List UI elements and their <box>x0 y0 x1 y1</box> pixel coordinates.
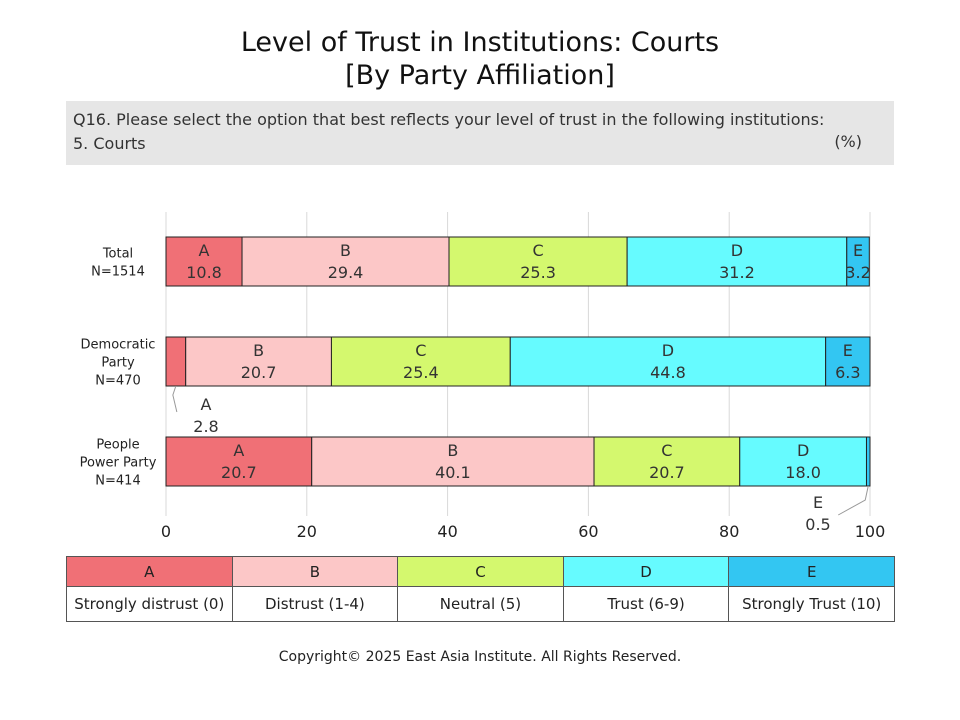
segment-key-label: E <box>813 493 823 512</box>
segment-key-label: B <box>340 241 351 260</box>
legend-key-c: C <box>397 556 564 587</box>
bar-segment <box>241 236 450 287</box>
category-label: Power Party <box>80 456 157 471</box>
category-label: N=470 <box>95 374 140 389</box>
segment-value-label: 3.2 <box>845 263 870 282</box>
leader-line <box>172 385 178 413</box>
bar-segment <box>330 336 511 387</box>
segment-key-label: C <box>415 341 426 360</box>
category-label: Total <box>102 247 133 262</box>
segment-value-label: 20.7 <box>649 463 685 482</box>
segment-value-label: 20.7 <box>241 363 277 382</box>
segment-value-label: 18.0 <box>785 463 821 482</box>
segment-key-label: D <box>797 441 809 460</box>
segment-value-label: 2.8 <box>193 417 218 436</box>
copyright-notice: Copyright© 2025 East Asia Institute. All… <box>278 649 682 665</box>
bar-segment <box>509 336 827 387</box>
bar-segment <box>165 336 187 387</box>
segment-value-label: 6.3 <box>835 363 860 382</box>
question-text: Q16. Please select the option that best … <box>73 110 825 129</box>
segment-value-label: 25.3 <box>520 263 556 282</box>
legend-desc-a: Strongly distrust (0) <box>66 586 233 622</box>
segment-key-label: D <box>731 241 743 260</box>
segment-key-label: E <box>853 241 863 260</box>
bar-segment <box>739 436 867 487</box>
segment-value-label: 25.4 <box>403 363 439 382</box>
segment-value-label: 0.5 <box>805 515 830 534</box>
segment-value-label: 10.8 <box>186 263 222 282</box>
category-label: People <box>96 438 139 453</box>
segment-key-label: A <box>201 395 212 414</box>
segment-value-label: 44.8 <box>650 363 686 382</box>
category-label: Party <box>101 356 135 371</box>
segment-key-label: D <box>662 341 674 360</box>
legend-key-e: E <box>728 556 895 587</box>
x-tick-label: 20 <box>297 522 317 541</box>
segment-key-label: A <box>233 441 244 460</box>
bar-segment <box>593 436 741 487</box>
bar-segment <box>448 236 628 287</box>
unit-label: (%) <box>834 132 862 151</box>
segment-key-label: E <box>843 341 853 360</box>
question-box: Q16. Please select the option that best … <box>66 101 894 165</box>
x-tick-label: 60 <box>578 522 598 541</box>
bar-segment <box>165 236 243 287</box>
category-label: Democratic <box>81 338 156 353</box>
bar-segment <box>846 236 870 287</box>
legend-desc-e: Strongly Trust (10) <box>728 586 895 622</box>
legend-desc-d: Trust (6-9) <box>562 586 730 622</box>
segment-key-label: B <box>447 441 458 460</box>
legend-desc-b: Distrust (1-4) <box>231 586 399 622</box>
segment-value-label: 20.7 <box>221 463 257 482</box>
category-label: N=414 <box>95 474 140 489</box>
stacked-bar-chart: 0 20 40 60 80 100 Total N=1514 Democratic Party N=… <box>80 212 886 541</box>
bar-segment <box>185 336 332 387</box>
segment-value-label: 29.4 <box>328 263 364 282</box>
segment-key-label: B <box>253 341 264 360</box>
segment-key-label: A <box>199 241 210 260</box>
question-item: 5. Courts <box>73 134 146 153</box>
category-label: N=1514 <box>91 265 145 280</box>
x-tick-label: 80 <box>719 522 739 541</box>
legend-key-a: A <box>66 556 233 587</box>
x-tick-label: 100 <box>855 522 886 541</box>
bar-segment <box>825 336 871 387</box>
segment-key-label: C <box>532 241 543 260</box>
legend-key-d: D <box>562 556 730 587</box>
bar-segment <box>165 436 313 487</box>
x-tick-label: 40 <box>437 522 457 541</box>
legend-table: A B C D E Strongly distrust (0) Distrust… <box>66 556 895 622</box>
chart-title-line2: [By Party Affiliation] <box>345 60 615 91</box>
segment-value-label: 40.1 <box>435 463 471 482</box>
bar-segment <box>311 436 595 487</box>
leader-line <box>837 485 869 516</box>
legend-key-b: B <box>231 556 399 587</box>
x-tick-label: 0 <box>161 522 171 541</box>
segment-key-label: C <box>661 441 672 460</box>
segment-value-label: 31.2 <box>719 263 755 282</box>
legend-desc-c: Neutral (5) <box>397 586 564 622</box>
chart-title-line1: Level of Trust in Institutions: Courts <box>240 27 720 58</box>
bar-segment <box>865 436 871 487</box>
